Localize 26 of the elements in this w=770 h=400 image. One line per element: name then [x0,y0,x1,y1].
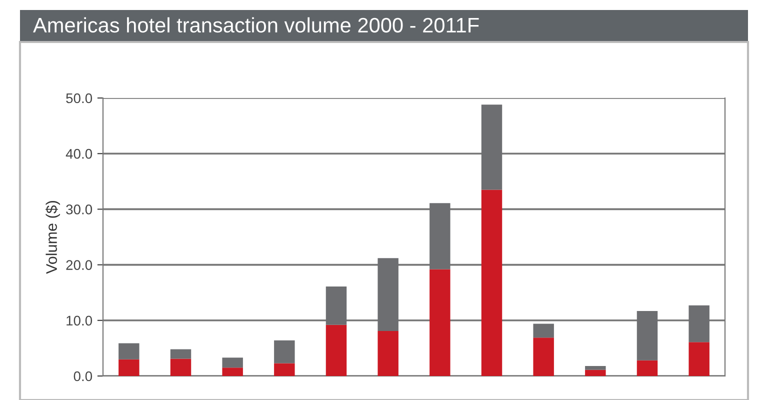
bar [118,359,140,376]
bar [585,370,606,376]
chart-title: Americas hotel transaction volume 2000 - 2011F [33,17,479,33]
bar [118,343,140,360]
bar [326,324,347,376]
bar [533,338,554,376]
bar [481,190,502,376]
y-tick-label: 30.0 [66,204,92,214]
bar [170,349,192,359]
y-tick-label: 0.0 [74,371,92,382]
y-tick-label: 10.0 [66,316,92,326]
bar [585,366,606,370]
y-tick-label: 50.0 [66,93,92,104]
bar [274,363,295,376]
bar [636,360,658,376]
bar [533,324,554,338]
bar [170,358,192,376]
bar [222,368,243,376]
bar [688,342,710,376]
y-axis-title: Volume ($) [46,201,60,274]
bar [430,269,450,376]
y-tick-label: 40.0 [66,148,92,159]
bar [378,330,398,376]
y-tick-label: 20.0 [66,260,92,270]
bar [274,340,295,364]
bar [222,358,243,368]
